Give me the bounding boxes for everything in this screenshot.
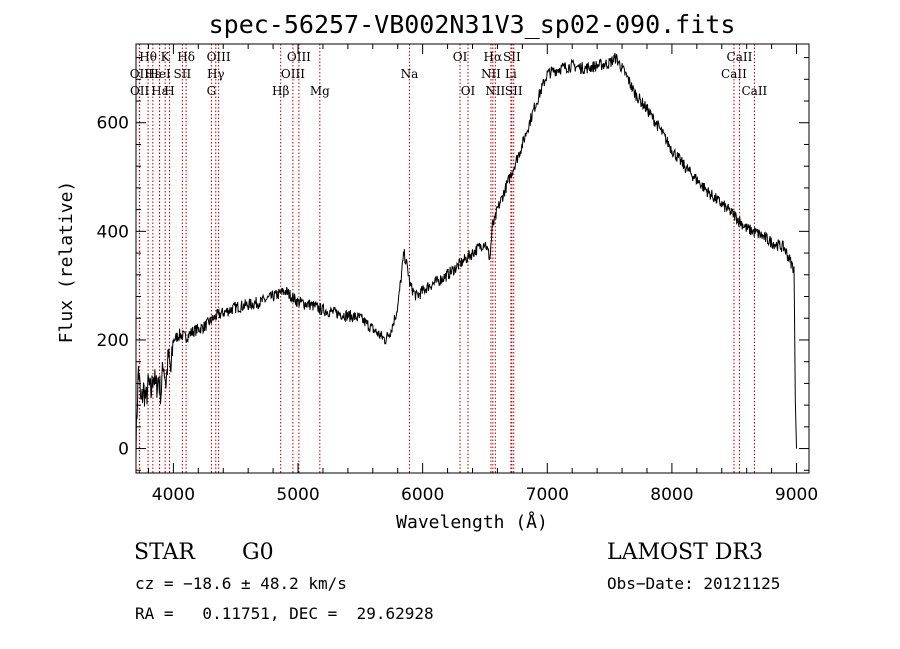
spectral-line-label: SII <box>503 50 521 64</box>
spectral-line-label: Na <box>401 67 419 81</box>
x-axis-label: Wavelength (Å) <box>396 511 548 533</box>
spectral-line-label: K <box>161 50 171 64</box>
object-class: STAR <box>134 540 195 565</box>
y-tick-label: 400 <box>97 222 129 242</box>
y-axis-label: Flux (relative) <box>56 181 77 344</box>
spectral-line-label: CaII <box>741 84 767 98</box>
spectral-line-label: Hδ <box>177 50 195 64</box>
coordinates-text: RA = 0.11751, DEC = 29.62928 <box>135 604 434 623</box>
x-tick-label: 7000 <box>526 485 569 505</box>
y-tick-label: 0 <box>118 440 129 460</box>
y-tick-label: 200 <box>97 331 129 351</box>
x-tick-label: 6000 <box>401 485 444 505</box>
spectral-line-label: Hβ <box>272 84 289 98</box>
x-tick-label: 5000 <box>276 485 319 505</box>
spectral-line-label: NII <box>481 67 501 81</box>
spectral-line-label: Hε <box>144 67 161 81</box>
spectral-line-label: CaII <box>721 67 747 81</box>
spectral-line-label: OIII <box>281 67 305 81</box>
spectral-line-label: CaII <box>727 50 753 64</box>
x-tick-label: 8000 <box>650 485 693 505</box>
spectrum-series-line <box>135 52 797 459</box>
spectral-line-label: Hγ <box>207 67 225 81</box>
obs-date-text: Obs−Date: 20121125 <box>607 574 781 593</box>
spectral-line-label: HeI <box>148 67 171 81</box>
spectral-line-label: OII <box>130 67 150 81</box>
spectral-line-label: OIII <box>207 50 231 64</box>
spectral-line-label: NII <box>485 84 505 98</box>
spectral-line-label: Mg <box>310 84 330 98</box>
x-tick-label: 4000 <box>152 485 195 505</box>
spectral-line-label: SII <box>174 67 192 81</box>
spectral-line-label: OI <box>453 50 468 64</box>
y-tick-label: 600 <box>97 114 129 134</box>
spectral-line-label: OI <box>461 84 476 98</box>
spectral-line-label: G <box>207 84 217 98</box>
spectral-line-label: OII <box>130 84 150 98</box>
spectral-line-label: SII <box>505 84 523 98</box>
survey-label: LAMOST DR3 <box>607 540 763 565</box>
spectral-line-label: OIII <box>287 50 311 64</box>
x-tick-label: 9000 <box>775 485 818 505</box>
spectral-line-label: Hα <box>484 50 503 64</box>
redshift-text: cz = −18.6 ± 48.2 km/s <box>135 574 347 593</box>
plot-frame <box>135 43 810 474</box>
chart-title: spec-56257-VB002N31V3_sp02-090.fits <box>209 10 736 39</box>
spectral-line-label: Hθ <box>139 50 157 64</box>
object-subclass: G0 <box>242 540 274 565</box>
axis-ticks: 4000 5000 6000 7000 8000 9000 0 200 400 600 <box>97 44 818 505</box>
spectral-line-label: H <box>164 84 174 98</box>
spectral-line-label: Li <box>505 67 517 81</box>
